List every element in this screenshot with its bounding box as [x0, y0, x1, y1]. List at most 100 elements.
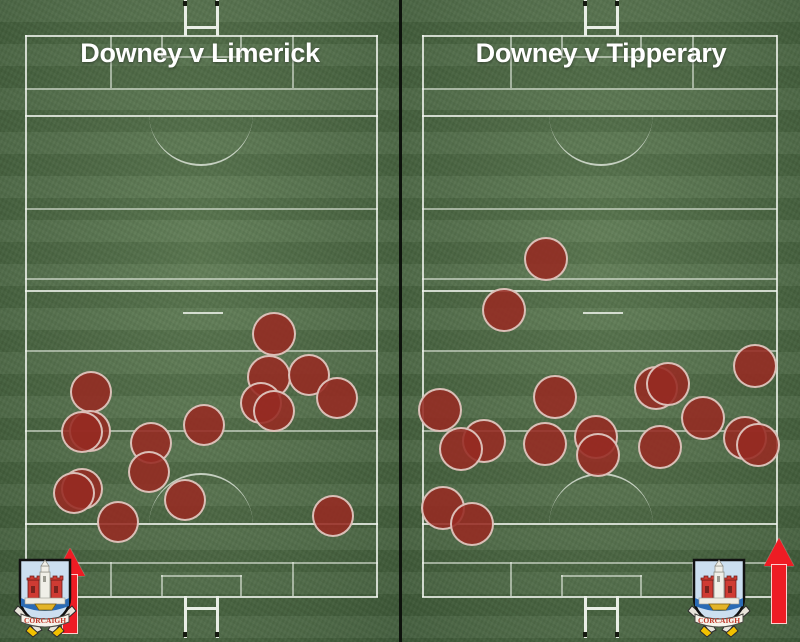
sideline-left — [422, 35, 424, 597]
shot-marker — [524, 237, 568, 281]
shot-marker — [736, 423, 780, 467]
endline-top — [25, 35, 378, 37]
small-rectangle-line-bottom — [561, 575, 642, 577]
goalpost-upright-right-top — [216, 0, 219, 36]
pitch-turf — [0, 0, 400, 642]
large-rectangle-left-top — [510, 35, 512, 88]
goalpost-upright-right-top — [616, 0, 619, 36]
65m-line-top — [25, 278, 378, 280]
goalpost-upright-left-top — [184, 0, 187, 36]
arrow-head-icon — [764, 538, 794, 566]
sideline-right — [776, 35, 778, 597]
shot-marker — [128, 451, 170, 493]
small-rectangle-line-top — [561, 56, 642, 58]
shot-marker — [576, 433, 620, 477]
goalpost-crossbar-top — [584, 26, 619, 29]
panel-title-right: Downey v Tipperary — [475, 38, 727, 68]
large-rectangle-left-bottom — [510, 562, 512, 596]
shot-marker — [164, 479, 206, 521]
cork-gaa-crest-right: CORCAIGH — [682, 554, 756, 638]
shot-marker — [646, 362, 690, 406]
shot-marker — [253, 390, 295, 432]
goalpost-cap-right-bottom — [215, 632, 219, 637]
shot-marker — [681, 396, 725, 440]
goalpost-upright-right-bottom — [616, 596, 619, 638]
attack-direction-arrow-right — [764, 538, 794, 624]
small-rectangle-left-bottom — [561, 575, 563, 596]
centre-mark — [583, 312, 623, 314]
goalpost-crossbar-bottom — [184, 607, 219, 610]
centre-mark — [183, 312, 223, 314]
large-rectangle-right-top — [692, 35, 694, 88]
goalpost-cap-left-top — [583, 1, 587, 6]
semicircle-arc-bottom — [149, 473, 253, 525]
goalpost-cap-left-bottom — [183, 632, 187, 637]
endline-top — [422, 35, 777, 37]
goalpost-cap-left-bottom — [583, 632, 587, 637]
small-rectangle-left-top — [561, 35, 563, 57]
small-rectangle-right-top — [640, 35, 642, 57]
shot-marker — [252, 312, 296, 356]
pitch-panel-left: Downey v Limerick — [0, 0, 400, 642]
goalpost-upright-left-bottom — [184, 596, 187, 638]
semicircle-arc-top — [549, 114, 653, 166]
13m-line-top — [422, 88, 777, 90]
halfway-line — [25, 290, 378, 292]
45m-line-top — [25, 208, 378, 210]
65m-line-top — [422, 278, 777, 280]
large-rectangle-right-top — [292, 35, 294, 88]
panel-title-left: Downey v Limerick — [80, 38, 320, 68]
endline-bottom — [422, 596, 777, 598]
large-rectangle-left-bottom — [110, 562, 112, 596]
goalpost-crossbar-bottom — [584, 607, 619, 610]
large-rectangle-right-bottom — [292, 562, 294, 596]
sideline-left — [25, 35, 27, 597]
pitch-panel-right: Downey v Tipperary — [402, 0, 800, 642]
cork-gaa-crest-left: CORCAIGH — [8, 554, 82, 638]
pitch-turf — [402, 0, 800, 642]
13m-line-bottom — [422, 562, 777, 564]
large-rectangle-left-top — [110, 35, 112, 88]
shot-marker — [533, 375, 577, 419]
13m-line-top — [25, 88, 378, 90]
shot-marker — [418, 388, 462, 432]
small-rectangle-left-top — [161, 35, 163, 57]
shot-marker — [733, 344, 777, 388]
shot-marker — [312, 495, 354, 537]
small-rectangle-line-top — [161, 56, 242, 58]
panel-divider — [399, 0, 402, 642]
endline-bottom — [25, 596, 378, 598]
small-rectangle-left-bottom — [161, 575, 163, 596]
small-rectangle-right-bottom — [640, 575, 642, 596]
shot-marker — [97, 501, 139, 543]
goalpost-cap-right-bottom — [615, 632, 619, 637]
shot-marker — [70, 371, 112, 413]
13m-line-bottom — [25, 562, 378, 564]
goalpost-upright-left-bottom — [584, 596, 587, 638]
shot-marker — [61, 411, 103, 453]
semicircle-arc-top — [149, 114, 253, 166]
goalpost-cap-left-top — [183, 1, 187, 6]
goalpost-upright-left-top — [584, 0, 587, 36]
crest-motto-right: CORCAIGH — [698, 616, 740, 625]
sideline-right — [376, 35, 378, 597]
shot-marker — [450, 502, 494, 546]
small-rectangle-line-bottom — [161, 575, 242, 577]
goalpost-upright-right-bottom — [216, 596, 219, 638]
goalpost-crossbar-top — [184, 26, 219, 29]
45m-line-top — [422, 208, 777, 210]
shot-marker — [482, 288, 526, 332]
goalpost-cap-right-top — [215, 1, 219, 6]
65m-line-bottom — [422, 350, 777, 352]
shot-marker — [316, 377, 358, 419]
shot-marker — [183, 404, 225, 446]
crest-motto-left: CORCAIGH — [24, 616, 66, 625]
small-rectangle-right-bottom — [240, 575, 242, 596]
shot-marker — [439, 427, 483, 471]
shot-marker — [523, 422, 567, 466]
goalpost-cap-right-top — [615, 1, 619, 6]
arrow-shaft — [771, 564, 787, 624]
halfway-line — [422, 290, 777, 292]
small-rectangle-right-top — [240, 35, 242, 57]
